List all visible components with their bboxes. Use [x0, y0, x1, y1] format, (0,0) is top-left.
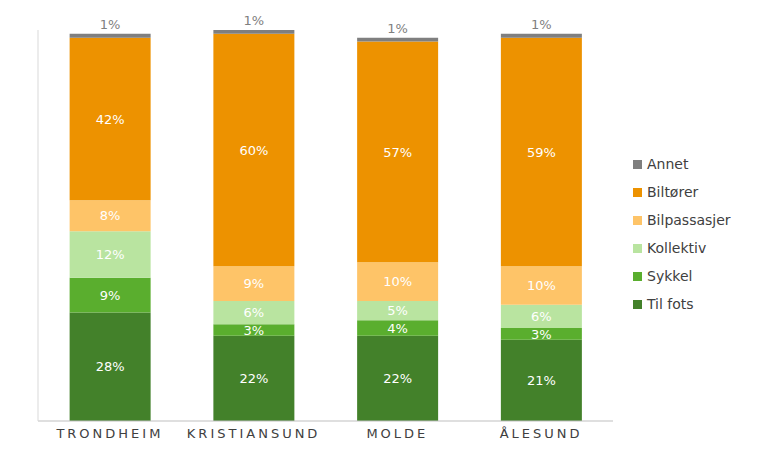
svg-text:KRISTIANSUND: KRISTIANSUND — [187, 426, 321, 441]
svg-text:22%: 22% — [239, 371, 268, 386]
html-text:Kollektiv: Kollektiv — [647, 240, 707, 256]
svg-text:6%: 6% — [244, 305, 265, 320]
svg-text:1%: 1% — [531, 17, 552, 32]
svg-text:28%: 28% — [96, 359, 125, 374]
svg-text:57%: 57% — [383, 145, 412, 160]
svg-text:5%: 5% — [387, 303, 408, 318]
html-text:Bilpassasjer: Bilpassasjer — [647, 212, 731, 228]
svg-text:59%: 59% — [527, 145, 556, 160]
svg-text:12%: 12% — [96, 247, 125, 262]
html-text:Til fots: Til fots — [647, 296, 694, 312]
svg-text:8%: 8% — [100, 208, 121, 223]
svg-text:3%: 3% — [531, 327, 552, 342]
svg-text:22%: 22% — [383, 371, 412, 386]
svg-text:42%: 42% — [96, 112, 125, 127]
svg-text:ÅLESUND: ÅLESUND — [500, 426, 583, 441]
svg-text:9%: 9% — [100, 288, 121, 303]
svg-text:6%: 6% — [531, 309, 552, 324]
svg-text:1%: 1% — [100, 17, 121, 32]
svg-text:1%: 1% — [244, 13, 265, 28]
svg-text:10%: 10% — [527, 278, 556, 293]
svg-text:9%: 9% — [244, 276, 265, 291]
html-text:Biltører: Biltører — [647, 184, 699, 200]
svg-text:3%: 3% — [244, 323, 265, 338]
html-text:Sykkel: Sykkel — [647, 268, 693, 284]
svg-text:TRONDHEIM: TRONDHEIM — [55, 426, 163, 441]
svg-text:MOLDE: MOLDE — [366, 426, 428, 441]
svg-text:1%: 1% — [387, 21, 408, 36]
svg-text:4%: 4% — [387, 321, 408, 336]
svg-text:21%: 21% — [527, 373, 556, 388]
svg-text:60%: 60% — [239, 143, 268, 158]
html-text:Annet: Annet — [647, 156, 689, 172]
svg-text:10%: 10% — [383, 274, 412, 289]
